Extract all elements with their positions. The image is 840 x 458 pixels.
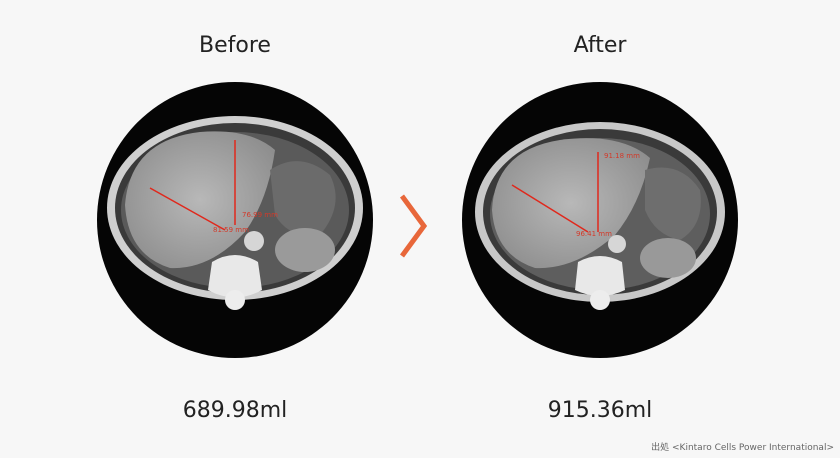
ct-scan: 91.18 mm 96.41 mm <box>462 82 738 358</box>
measurement-label: 76.99 mm <box>242 211 278 219</box>
volume-label: 915.36ml <box>548 398 653 423</box>
measurement-label: 96.41 mm <box>576 230 612 238</box>
arrow <box>399 194 428 258</box>
measurement-label: 91.18 mm <box>604 152 640 160</box>
ct-scan: 76.99 mm 81.59 mm <box>97 82 373 358</box>
measurement-label: 81.59 mm <box>213 226 249 234</box>
volume-label: 689.98ml <box>183 398 288 423</box>
panel-title: After <box>574 33 628 58</box>
source-note: 出処 <Kintaro Cells Power International> <box>651 441 834 453</box>
panel-title: Before <box>199 33 271 58</box>
